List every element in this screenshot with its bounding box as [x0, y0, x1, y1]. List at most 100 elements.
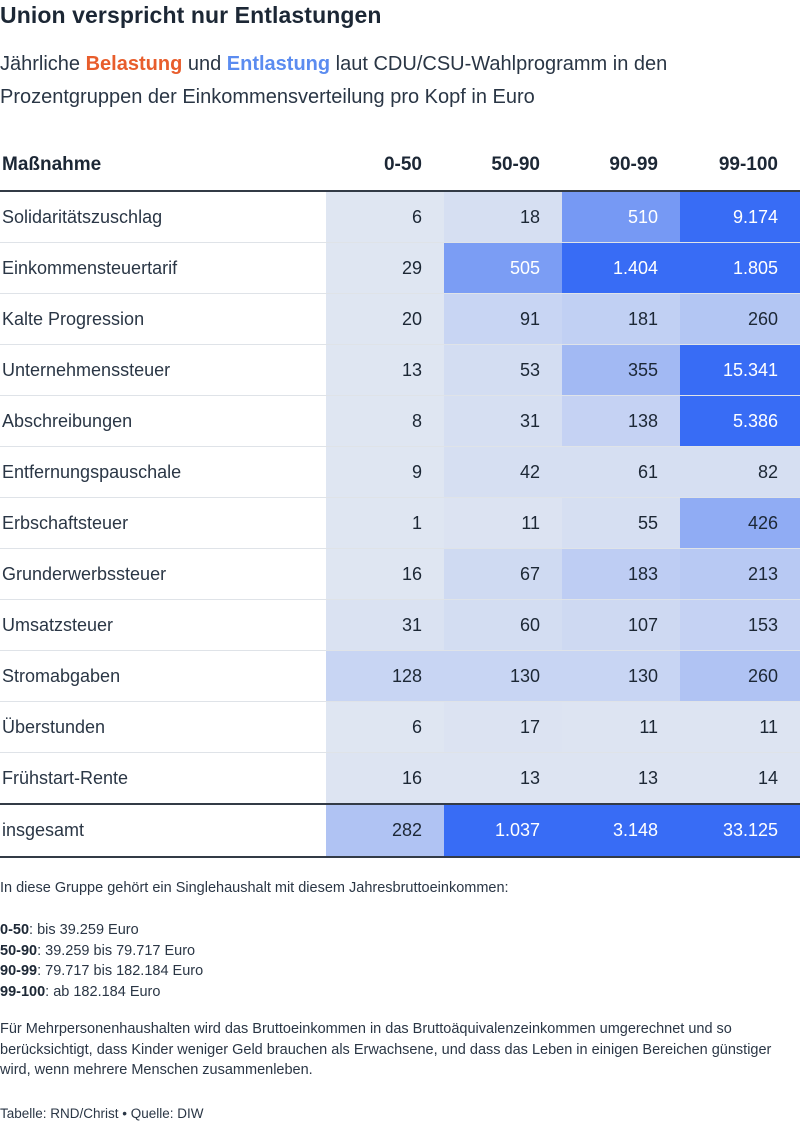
group-range: : bis 39.259 Euro	[29, 922, 139, 938]
value-cell: 20	[326, 293, 444, 345]
value-cell: 31	[326, 599, 444, 651]
table-row: Einkommensteuertarif 29 505 1.404 1.805	[0, 242, 800, 294]
row-label: Einkommensteuertarif	[0, 242, 326, 294]
row-label: Frühstart-Rente	[0, 752, 326, 805]
value-cell: 67	[444, 548, 562, 600]
group-key: 50-90	[0, 942, 38, 959]
value-cell: 91	[444, 293, 562, 345]
subtitle-text: und	[182, 53, 227, 75]
value-cell: 11	[444, 497, 562, 549]
value-cell: 8	[326, 395, 444, 447]
table-row: Kalte Progression 20 91 181 260	[0, 293, 800, 345]
row-label: Solidaritätszuschlag	[0, 191, 326, 243]
value-cell: 355	[562, 344, 680, 396]
value-cell: 505	[444, 242, 562, 294]
value-cell: 181	[562, 293, 680, 345]
group-key: 99-100	[0, 983, 46, 1000]
group-legend-item: 50-90: 39.259 bis 79.717 Euro	[0, 941, 800, 962]
value-cell: 16	[326, 752, 444, 805]
value-cell: 14	[680, 752, 800, 805]
value-cell: 183	[562, 548, 680, 600]
row-label: Entfernungspauschale	[0, 446, 326, 498]
group-legend-item: 0-50: bis 39.259 Euro	[0, 920, 800, 941]
table-row: Überstunden 6 17 11 11	[0, 701, 800, 753]
table-row: Frühstart-Rente 16 13 13 14	[0, 752, 800, 805]
column-header: Maßnahme	[0, 140, 326, 192]
value-cell: 1.404	[562, 242, 680, 294]
table-row: Grunderwerbssteuer 16 67 183 213	[0, 548, 800, 600]
row-label: Stromabgaben	[0, 650, 326, 702]
value-cell: 260	[680, 650, 800, 702]
value-cell: 107	[562, 599, 680, 651]
group-range: : ab 182.184 Euro	[45, 983, 161, 1000]
value-cell: 33.125	[680, 803, 800, 858]
value-cell: 6	[326, 701, 444, 753]
value-cell: 510	[562, 191, 680, 243]
value-cell: 130	[444, 650, 562, 702]
subtitle-text: laut CDU/CSU-Wahlprogramm in den Prozent…	[0, 53, 668, 108]
value-cell: 128	[326, 650, 444, 702]
row-label: Abschreibungen	[0, 395, 326, 447]
table-row: Stromabgaben 128 130 130 260	[0, 650, 800, 702]
data-table: Maßnahme 0-50 50-90 90-99 99-100 Solidar…	[0, 140, 800, 858]
value-cell: 138	[562, 395, 680, 447]
value-cell: 42	[444, 446, 562, 498]
value-cell: 53	[444, 344, 562, 396]
chart-title: Union verspricht nur Entlastungen	[0, 2, 382, 28]
group-legend-item: 90-99: 79.717 bis 182.184 Euro	[0, 961, 800, 982]
row-label: Umsatzsteuer	[0, 599, 326, 651]
value-cell: 82	[680, 446, 800, 498]
value-cell: 130	[562, 650, 680, 702]
value-cell: 31	[444, 395, 562, 447]
value-cell: 9	[326, 446, 444, 498]
value-cell: 15.341	[680, 344, 800, 396]
table-row: Solidaritätszuschlag 6 18 510 9.174	[0, 191, 800, 243]
value-cell: 1.805	[680, 242, 800, 294]
row-label: Unternehmenssteuer	[0, 344, 326, 396]
value-cell: 213	[680, 548, 800, 600]
group-key: 0-50	[0, 922, 30, 938]
group-legend: 0-50: bis 39.259 Euro 50-90: 39.259 bis …	[0, 920, 800, 1002]
group-range: : 39.259 bis 79.717 Euro	[37, 942, 196, 959]
subtitle-relief-label: Entlastung	[226, 53, 331, 75]
value-cell: 11	[680, 701, 800, 753]
source-note: Tabelle: RND/Christ • Quelle: DIW	[0, 1106, 204, 1121]
value-cell: 9.174	[680, 191, 800, 243]
column-header: 99-100	[680, 140, 800, 192]
notes-explanation: Für Mehrpersonenhaushalten wird das Brut…	[0, 1021, 772, 1078]
value-cell: 55	[562, 497, 680, 549]
value-cell: 60	[444, 599, 562, 651]
chart-subtitle: Jährliche Belastung und Entlastung laut …	[0, 48, 800, 114]
column-header: 50-90	[444, 140, 562, 192]
value-cell: 13	[444, 752, 562, 805]
value-cell: 3.148	[562, 803, 680, 858]
value-cell: 13	[562, 752, 680, 805]
value-cell: 6	[326, 191, 444, 243]
value-cell: 282	[326, 803, 444, 858]
row-label: Grunderwerbssteuer	[0, 548, 326, 600]
row-label: insgesamt	[0, 803, 326, 858]
table-row: Unternehmenssteuer 13 53 355 15.341	[0, 344, 800, 396]
table-body: Solidaritätszuschlag 6 18 510 9.174 Einkommen…	[0, 191, 800, 858]
value-cell: 5.386	[680, 395, 800, 447]
value-cell: 426	[680, 497, 800, 549]
value-cell: 18	[444, 191, 562, 243]
value-cell: 13	[326, 344, 444, 396]
table-header-row: Maßnahme 0-50 50-90 90-99 99-100	[0, 140, 800, 192]
row-label: Kalte Progression	[0, 293, 326, 345]
group-key: 90-99	[0, 963, 38, 979]
table-row: Erbschaftsteuer 1 11 55 426	[0, 497, 800, 549]
table-row: Umsatzsteuer 31 60 107 153	[0, 599, 800, 651]
value-cell: 29	[326, 242, 444, 294]
value-cell: 61	[562, 446, 680, 498]
value-cell: 17	[444, 701, 562, 753]
subtitle-burden-label: Belastung	[85, 53, 183, 75]
total-row: insgesamt 282 1.037 3.148 33.125	[0, 803, 800, 858]
group-range: : 79.717 bis 182.184 Euro	[37, 963, 204, 979]
value-cell: 153	[680, 599, 800, 651]
value-cell: 16	[326, 548, 444, 600]
column-header: 0-50	[326, 140, 444, 192]
notes-intro: In diese Gruppe gehört ein Singlehaushal…	[0, 880, 509, 896]
row-label: Überstunden	[0, 701, 326, 753]
